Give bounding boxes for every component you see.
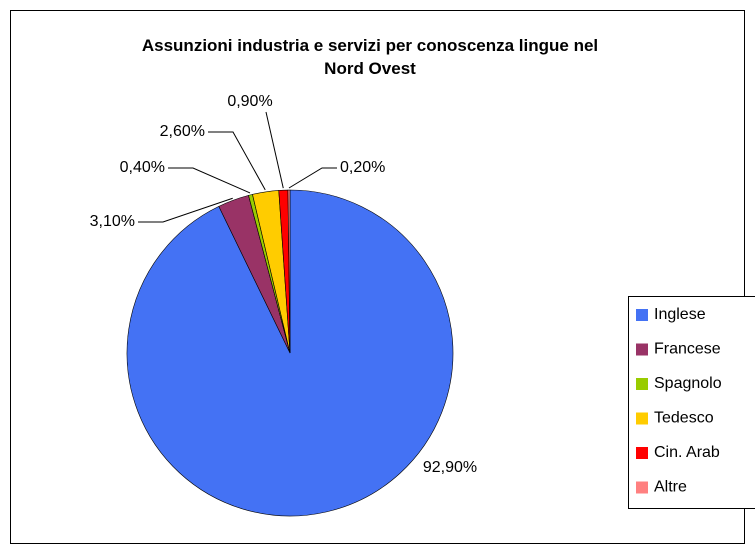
chart-title: Assunzioni industria e servizi per conos… bbox=[141, 36, 599, 78]
legend-swatch bbox=[636, 343, 648, 356]
legend-label: Cin. Arab bbox=[654, 444, 720, 461]
legend-swatch bbox=[636, 447, 648, 459]
legend-label: Tedesco bbox=[654, 410, 714, 427]
legend-label: Inglese bbox=[654, 306, 706, 323]
legend-swatch bbox=[636, 412, 648, 425]
data-label: 0,40% bbox=[120, 159, 165, 176]
data-label: 3,10% bbox=[90, 213, 135, 230]
leader-line bbox=[288, 167, 337, 189]
data-label: 0,90% bbox=[227, 93, 272, 110]
legend-label: Spagnolo bbox=[654, 375, 722, 392]
legend-swatch bbox=[636, 309, 648, 321]
leader-line bbox=[138, 197, 233, 223]
legend-swatch bbox=[636, 481, 648, 494]
legend-label: Altre bbox=[654, 479, 687, 496]
legend-swatch bbox=[636, 378, 648, 390]
legend-box bbox=[628, 296, 755, 509]
data-label: 2,60% bbox=[160, 123, 205, 140]
leader-line bbox=[265, 111, 284, 189]
leader-line bbox=[168, 167, 251, 194]
pie-slice bbox=[287, 189, 291, 354]
leader-line bbox=[208, 131, 266, 191]
legend-label: Francese bbox=[654, 341, 721, 358]
data-label: 0,20% bbox=[340, 159, 385, 176]
data-label: 92,90% bbox=[423, 459, 477, 476]
